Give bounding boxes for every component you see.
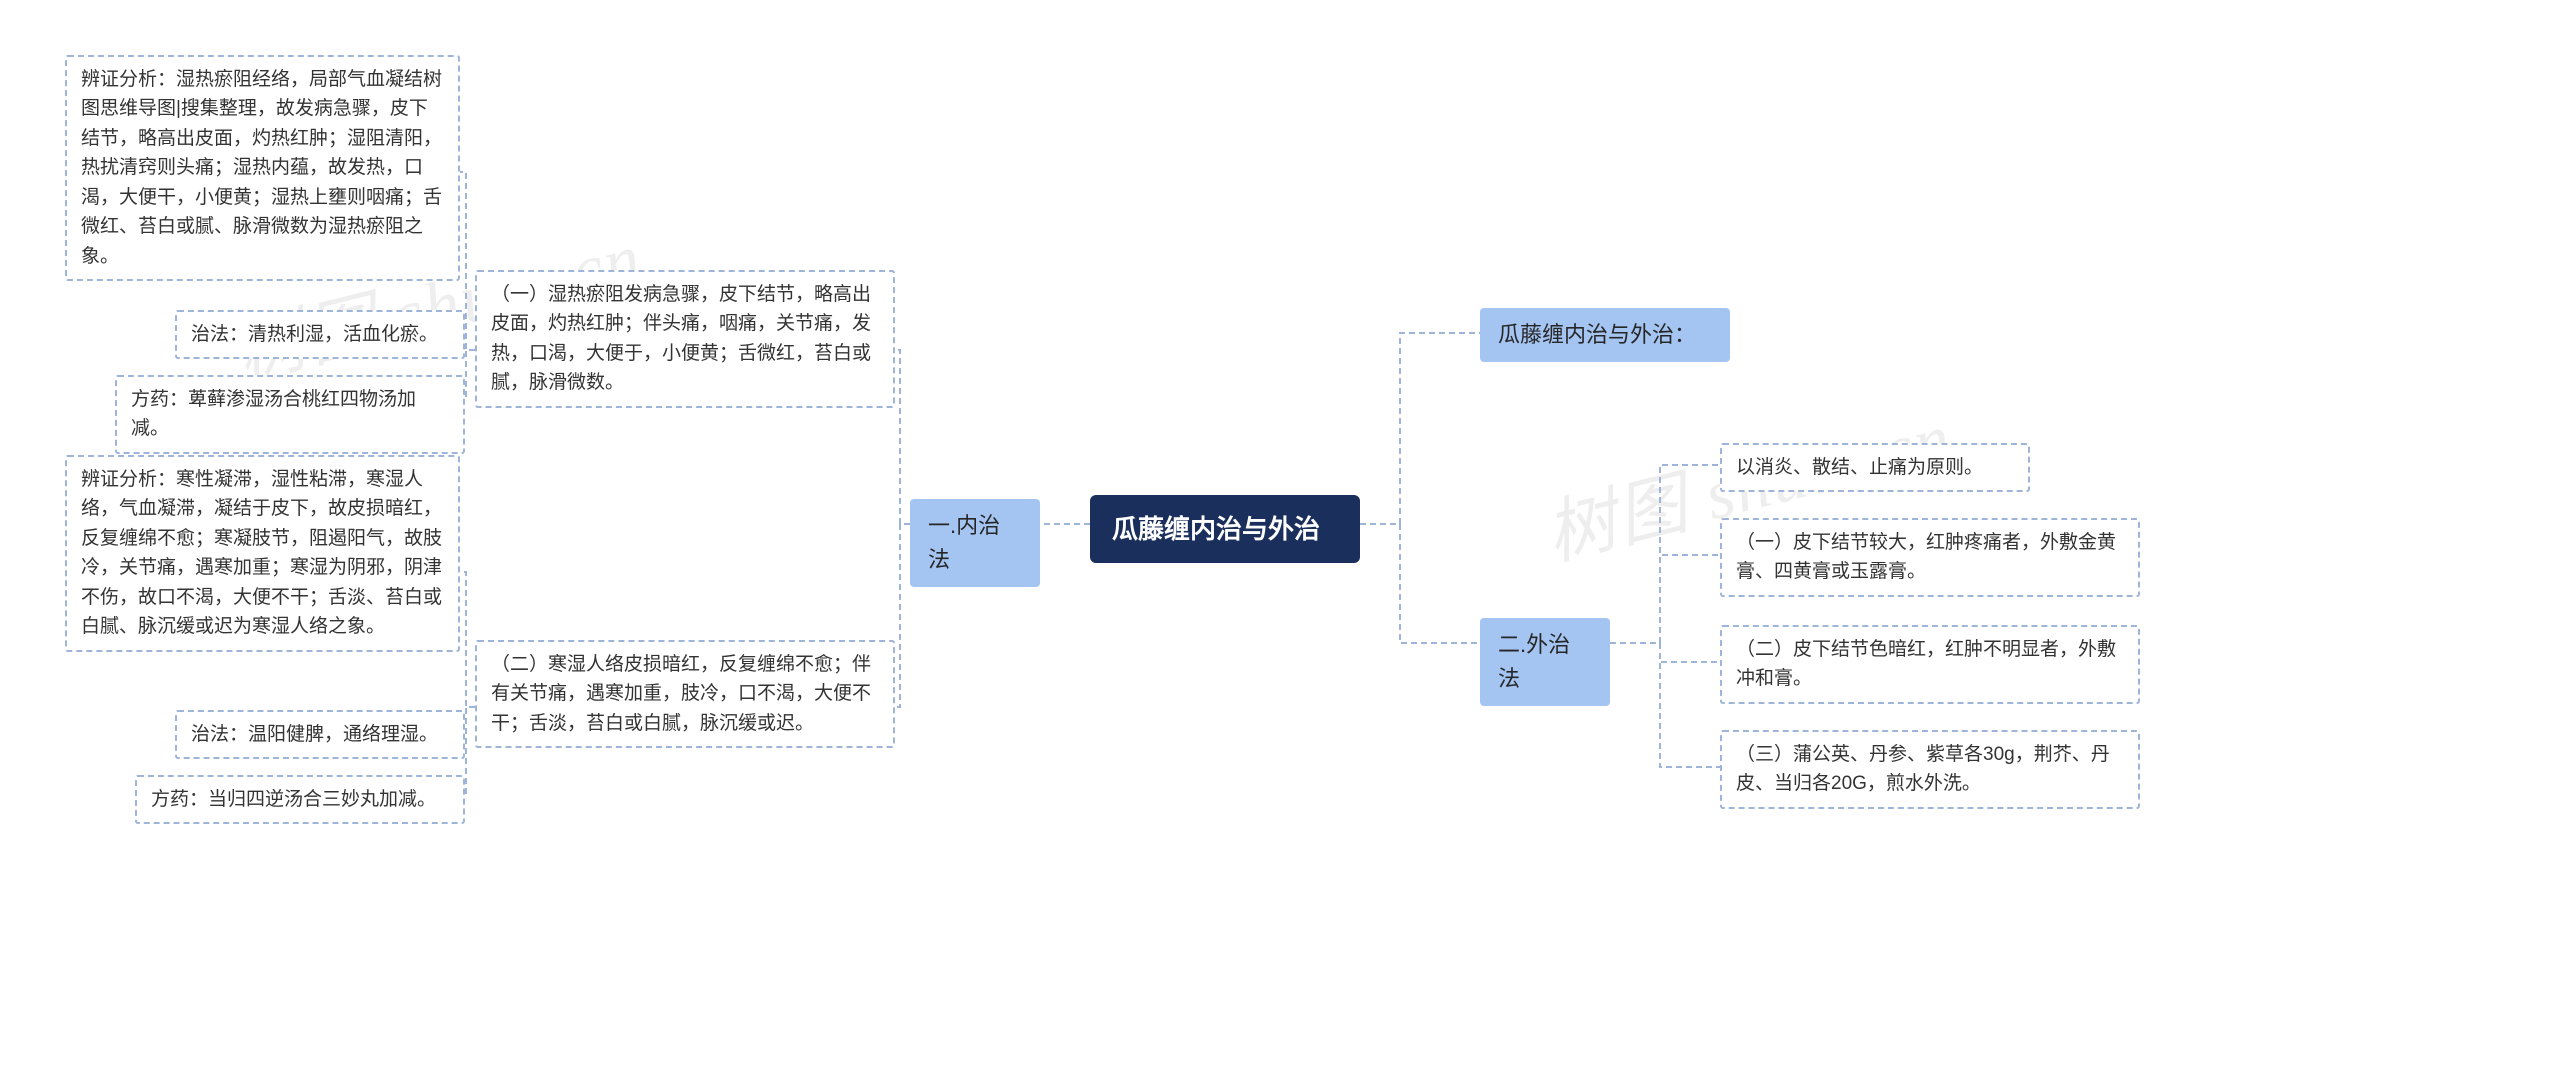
left-n1-c2: 治法：清热利湿，活血化瘀。 (175, 310, 465, 359)
root-node: 瓜藤缠内治与外治 (1090, 495, 1360, 563)
right-c0: 以消炎、散结、止痛为原则。 (1720, 443, 2030, 492)
right-title: 瓜藤缠内治与外治： (1480, 308, 1730, 362)
right-c3: （三）蒲公英、丹参、紫草各30g，荆芥、丹皮、当归各20G，煎水外洗。 (1720, 730, 2140, 809)
left-n1-c1: 辨证分析：湿热瘀阻经络，局部气血凝结树图思维导图|搜集整理，故发病急骤，皮下结节… (65, 55, 460, 281)
left-n2-c1: 辨证分析：寒性凝滞，湿性粘滞，寒湿人络，气血凝滞，凝结于皮下，故皮损暗红，反复缠… (65, 455, 460, 652)
left-n2-c3: 方药：当归四逆汤合三妙丸加减。 (135, 775, 465, 824)
left-n1: （一）湿热瘀阻发病急骤，皮下结节，略高出皮面，灼热红肿；伴头痛，咽痛，关节痛，发… (475, 270, 895, 408)
left-n2: （二）寒湿人络皮损暗红，反复缠绵不愈；伴有关节痛，遇寒加重，肢冷，口不渴，大便不… (475, 640, 895, 748)
right-c1: （一）皮下结节较大，红肿疼痛者，外敷金黄膏、四黄膏或玉露膏。 (1720, 518, 2140, 597)
branch-internal-treatment: 一.内治法 (910, 499, 1040, 587)
left-n1-c3: 方药：萆藓渗湿汤合桃红四物汤加减。 (115, 375, 465, 454)
left-n2-c2: 治法：温阳健脾，通络理湿。 (175, 710, 465, 759)
right-c2: （二）皮下结节色暗红，红肿不明显者，外敷冲和膏。 (1720, 625, 2140, 704)
branch-external-treatment: 二.外治法 (1480, 618, 1610, 706)
